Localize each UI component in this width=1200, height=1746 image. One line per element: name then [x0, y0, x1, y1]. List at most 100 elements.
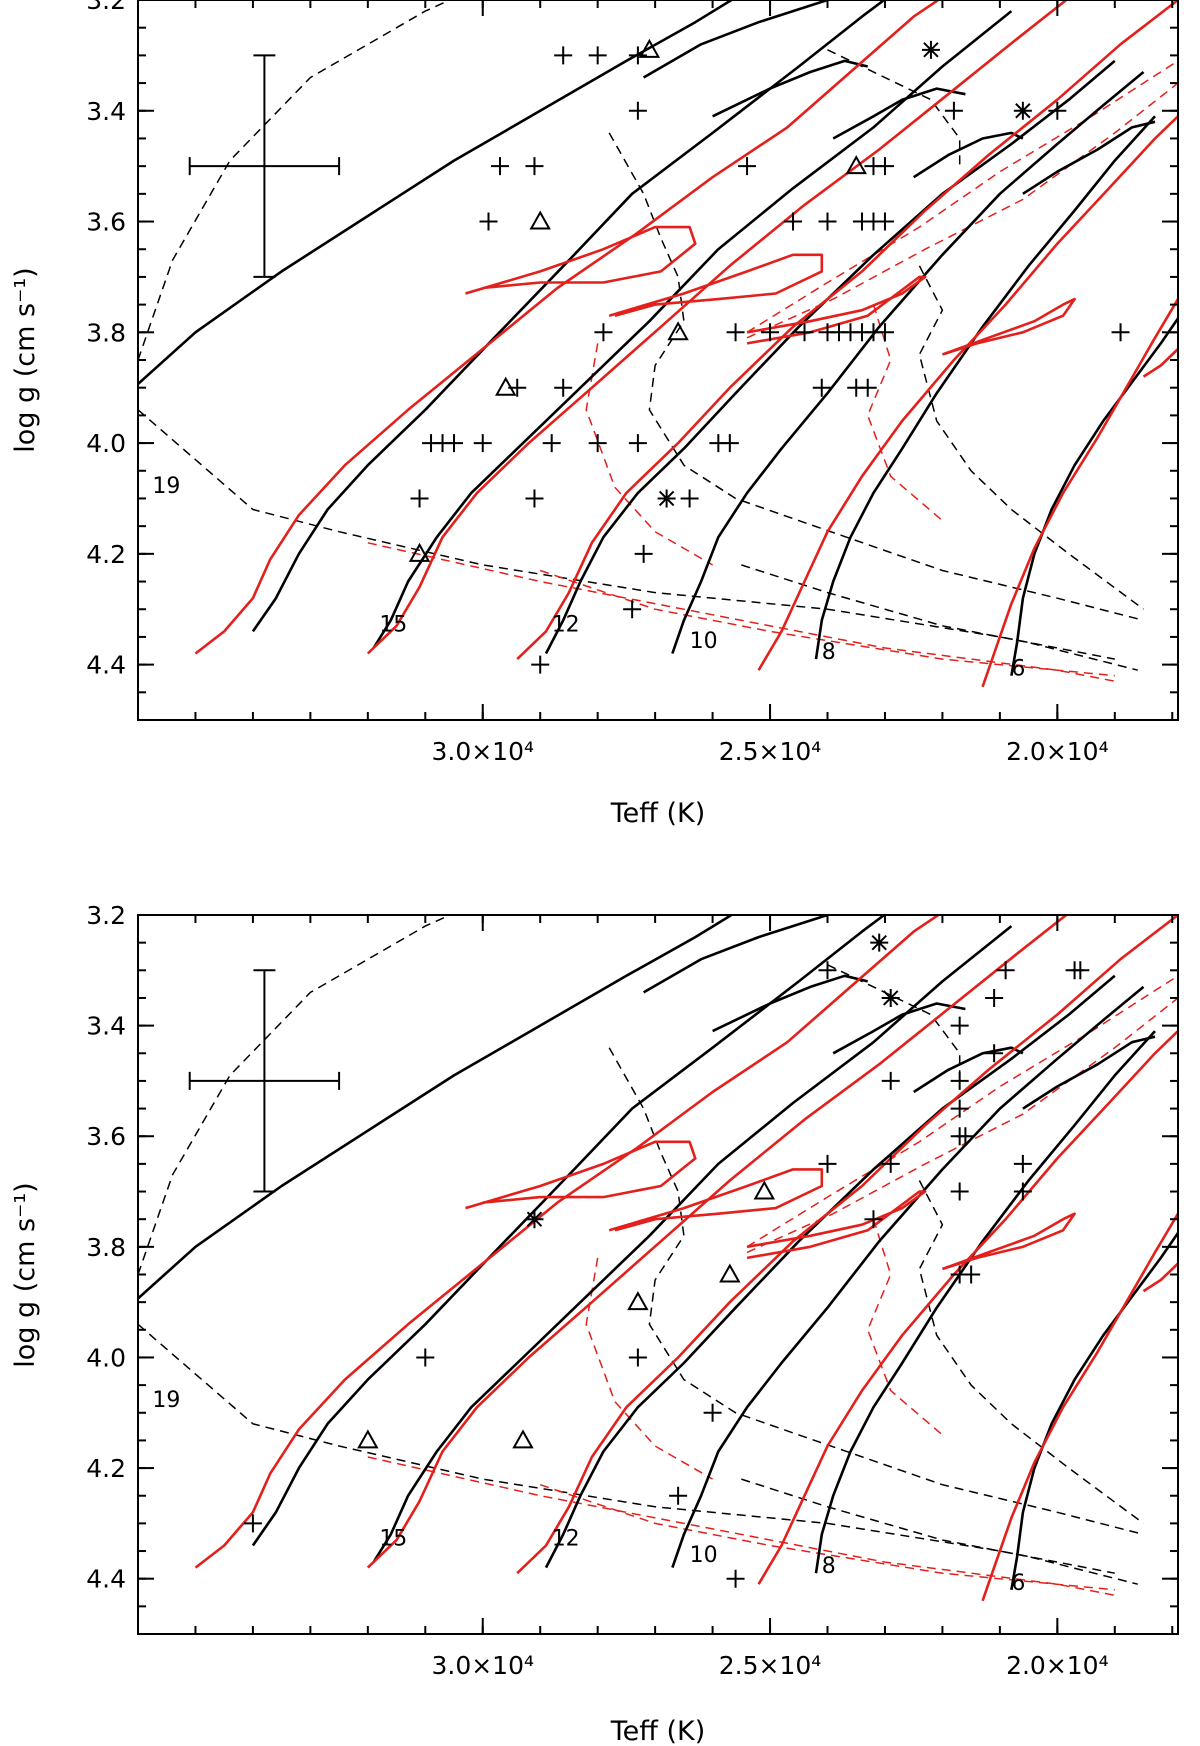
plus-marker [628, 101, 647, 120]
plus-marker [784, 212, 803, 231]
black-track-7 [671, 985, 1145, 1569]
plus-marker [726, 1569, 745, 1588]
red-track-6 [757, 115, 1178, 671]
plus-marker [818, 1154, 837, 1173]
plus-marker [738, 157, 757, 176]
black-track-6 [832, 1002, 966, 1055]
plus-marker [875, 157, 894, 176]
plus-marker [726, 323, 745, 342]
red-dashed-line-5 [746, 975, 1178, 1248]
plus-marker [950, 1016, 969, 1035]
plus-marker [525, 489, 544, 508]
black-track-10 [1022, 1035, 1156, 1110]
plus-marker [875, 323, 894, 342]
red-track-5 [746, 1190, 927, 1260]
triangle-marker [845, 155, 867, 175]
plus-marker [818, 961, 837, 980]
track-label-6: 6 [1011, 657, 1025, 682]
plus-marker [669, 1486, 688, 1505]
plus-marker [531, 655, 550, 674]
y-tick-label: 3.2 [86, 0, 126, 15]
plus-marker [812, 378, 831, 397]
x-tick-label: 2.0×10⁴ [1006, 1651, 1109, 1680]
asterisk-marker [881, 988, 900, 1007]
red-dashed-line-0 [367, 1456, 1115, 1597]
red-dashed-line-4 [746, 82, 1178, 339]
black-track-5 [544, 974, 1116, 1569]
x-axis-label: Teff (K) [610, 1716, 705, 1746]
y-tick-label: 4.4 [86, 1565, 126, 1594]
plus-marker [445, 434, 464, 453]
y-tick-label: 4.0 [86, 1343, 126, 1372]
black-dashed-line-1 [138, 1323, 1115, 1574]
plus-marker [881, 1071, 900, 1090]
triangle-marker [495, 376, 517, 396]
red-dashed-line-2 [585, 1257, 713, 1480]
red-track-1 [465, 225, 697, 295]
red-track-5 [746, 275, 927, 345]
red-track-9 [1142, 347, 1178, 378]
black-track-4 [712, 59, 869, 118]
plus-marker [795, 323, 814, 342]
plot-area [138, 915, 1178, 1602]
plus-marker [1048, 101, 1067, 120]
black-track-11 [1010, 316, 1178, 676]
black-dashed-line-4 [918, 1180, 1144, 1525]
asterisk-marker [525, 1210, 544, 1229]
y-tick-label: 3.8 [86, 1233, 126, 1262]
plus-marker [956, 1127, 975, 1146]
black-dashed-line-5 [741, 1478, 1138, 1585]
track-label-8: 8 [822, 1554, 836, 1579]
triangle-marker [408, 542, 431, 562]
red-track-7 [941, 297, 1076, 356]
y-tick-label: 3.4 [86, 97, 126, 126]
y-tick-label: 4.2 [86, 1454, 126, 1483]
plus-marker [479, 212, 498, 231]
track-label-19: 19 [152, 474, 180, 499]
red-track-3 [608, 253, 824, 317]
red-dashed-line-1 [539, 569, 1115, 677]
plus-marker [761, 323, 780, 342]
plus-marker [628, 434, 647, 453]
plus-marker [818, 212, 837, 231]
plus-marker [554, 378, 573, 397]
black-track-9 [814, 115, 1156, 660]
plot-area [138, 0, 1178, 688]
black-track-1 [251, 915, 887, 1547]
plus-marker [473, 434, 492, 453]
black-track-4 [712, 974, 869, 1033]
track-label-12: 12 [552, 1527, 580, 1552]
y-tick-label: 3.6 [86, 208, 126, 237]
black-track-6 [832, 87, 966, 140]
black-dashed-line-2 [608, 132, 1144, 622]
plus-marker [985, 1044, 1004, 1063]
red-track-4 [516, 915, 1178, 1575]
track-label-8: 8 [822, 640, 836, 665]
plus-marker [416, 1348, 435, 1367]
red-dashed-line-1 [539, 1483, 1115, 1591]
black-track-2 [642, 0, 828, 79]
red-dashed-line-5 [746, 60, 1178, 333]
x-tick-label: 2.5×10⁴ [719, 1651, 822, 1680]
triangle-marker [638, 38, 661, 58]
black-track-3 [372, 925, 1013, 1563]
y-tick-label: 4.0 [86, 429, 126, 458]
red-track-7 [941, 1212, 1076, 1271]
plus-marker [490, 157, 509, 176]
top-panel: 19 15 12 10 8 6 3.2 3.4 3.6 3.8 4.0 4.2 4.4 3.0×10⁴ 2.… [10, 0, 1179, 829]
triangle-marker [719, 1263, 741, 1283]
asterisk-marker [921, 40, 940, 59]
black-track-11 [1010, 1230, 1178, 1591]
red-track-8 [981, 1213, 1178, 1602]
plus-marker [864, 1210, 883, 1229]
red-track-1 [465, 1140, 697, 1210]
black-track-1 [251, 0, 887, 633]
plus-marker [623, 600, 642, 619]
y-tick-label: 4.2 [86, 540, 126, 569]
black-track-0 [138, 0, 735, 386]
track-label-6: 6 [1011, 1571, 1025, 1596]
y-axis-label: log g (cm s⁻¹) [10, 267, 41, 452]
plus-marker [542, 434, 561, 453]
triangle-marker [667, 321, 689, 341]
black-dashed-line-3 [827, 49, 961, 167]
